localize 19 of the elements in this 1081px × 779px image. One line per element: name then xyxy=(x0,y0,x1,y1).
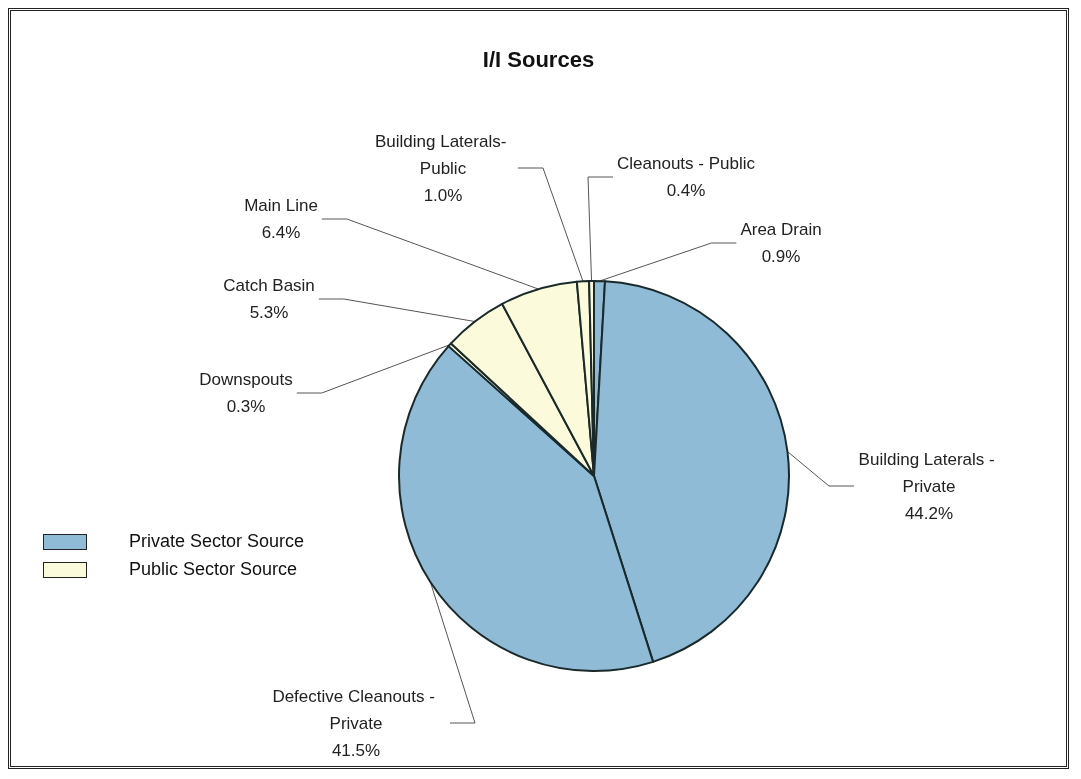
data-label: 0.3% xyxy=(226,397,266,416)
slice-label: Area Drain xyxy=(740,220,822,239)
slice-label: Downspouts xyxy=(199,370,293,389)
slice-label: Building Laterals - Private xyxy=(858,449,1000,496)
slice-label: Defective Cleanouts - Private xyxy=(272,686,440,733)
chart-title: I/I Sources xyxy=(482,46,595,72)
text: Public Sector Source xyxy=(129,559,298,580)
data-label: 44.2% xyxy=(904,503,954,523)
slice-label: Catch Basin xyxy=(223,276,315,295)
text: Private Sector Source xyxy=(129,531,305,552)
data-label: 1.0% xyxy=(423,185,463,205)
data-label: 6.4% xyxy=(261,223,301,242)
data-label: 5.3% xyxy=(249,303,289,322)
slice-label: Building Laterals- Public xyxy=(374,131,512,178)
data-label: 0.9% xyxy=(761,247,801,266)
data-label: 41.5% xyxy=(331,740,381,760)
data-label: 0.4% xyxy=(666,181,706,200)
slice-label: Main Line xyxy=(244,196,318,215)
slice-label: Cleanouts - Public xyxy=(617,154,756,173)
